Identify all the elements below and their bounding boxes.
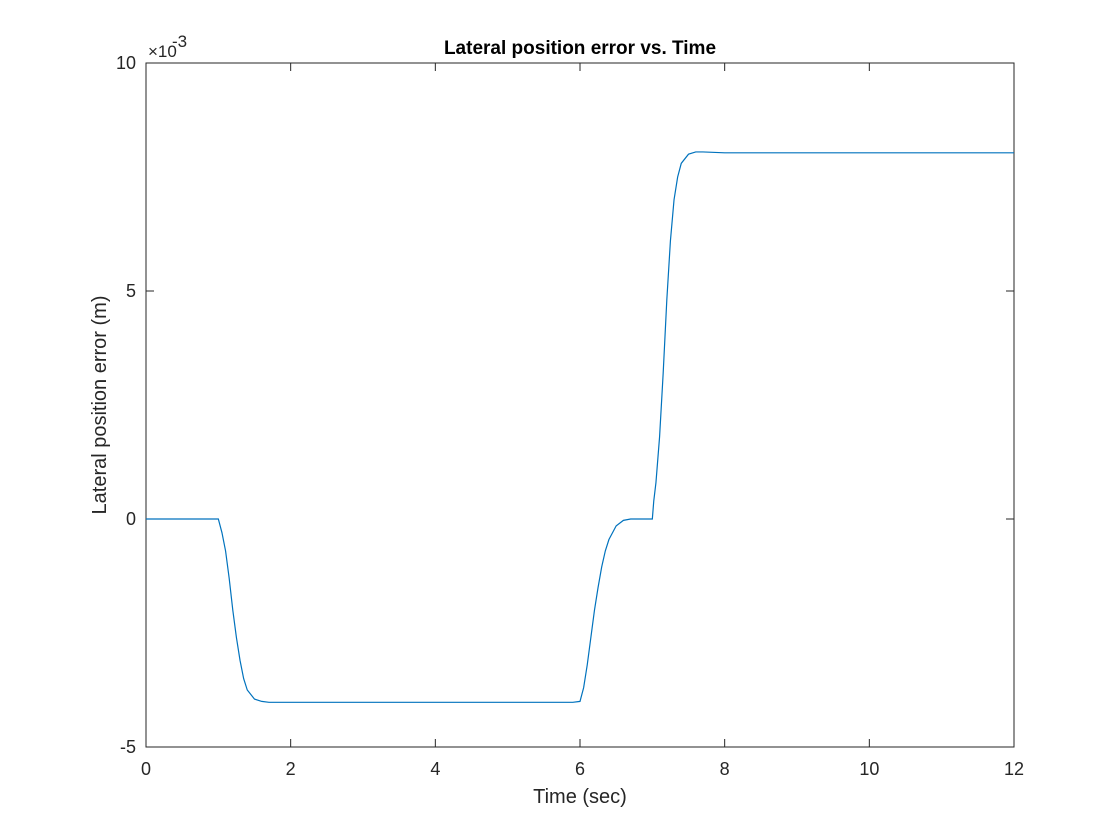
y-tick-label: 0 bbox=[126, 509, 136, 529]
series-line bbox=[146, 151, 1014, 703]
x-tick-label: 8 bbox=[720, 759, 730, 779]
x-ticks: 0 2 4 6 8 10 12 bbox=[141, 63, 1024, 779]
x-tick-label: 4 bbox=[430, 759, 440, 779]
chart-title: Lateral position error vs. Time bbox=[444, 38, 716, 59]
x-tick-label: 0 bbox=[141, 759, 151, 779]
y-axis-label: Lateral position error (m) bbox=[89, 296, 111, 515]
y-tick-label: 10 bbox=[116, 53, 136, 73]
plot-area bbox=[145, 62, 1015, 748]
y-multiplier: ×10 bbox=[148, 42, 177, 61]
x-tick-label: 12 bbox=[1004, 759, 1024, 779]
y-multiplier-exponent: -3 bbox=[172, 32, 187, 51]
x-tick-label: 2 bbox=[286, 759, 296, 779]
y-tick-label: 5 bbox=[126, 281, 136, 301]
x-tick-label: 10 bbox=[859, 759, 879, 779]
x-tick-label: 6 bbox=[575, 759, 585, 779]
y-tick-label: -5 bbox=[120, 737, 136, 757]
x-axis-label: Time (sec) bbox=[533, 786, 627, 808]
